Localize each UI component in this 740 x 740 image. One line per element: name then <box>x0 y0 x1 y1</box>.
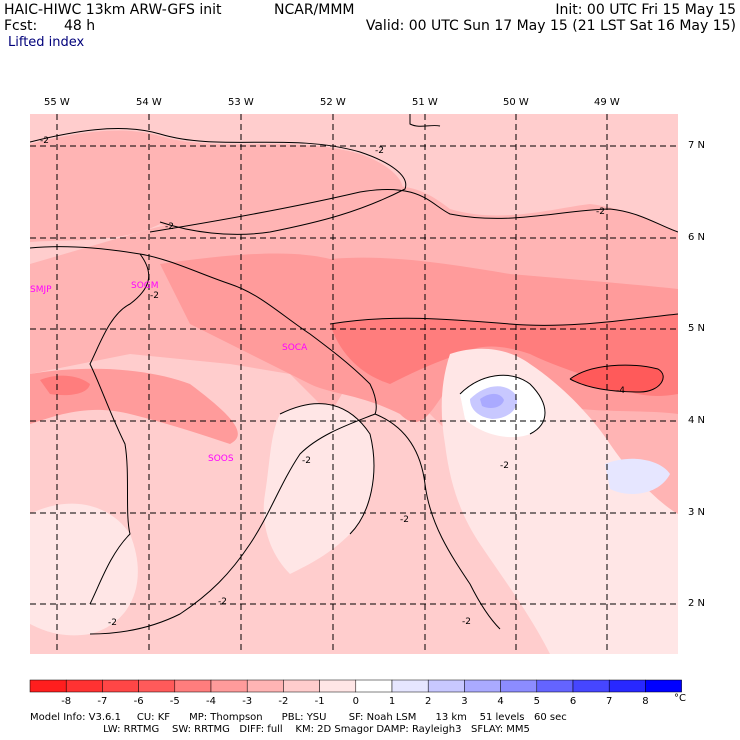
shade-positive-core <box>480 393 504 408</box>
colorbar-box <box>102 679 139 693</box>
lon-label: 52 W <box>320 97 346 108</box>
colorbar-box <box>645 679 682 693</box>
colorbar-box <box>319 679 357 693</box>
colorbar-tick-label: -1 <box>315 696 325 706</box>
colorbar-box <box>427 679 465 693</box>
colorbar-swatches: -8 -7 -6 -5 -4 -3 -2 -1 0 1 2 3 4 5 6 7 8 <box>29 679 682 707</box>
valid-time: Valid: 00 UTC Sun 17 May 15 (21 LST Sat … <box>365 18 736 34</box>
colorbar-tick-label: 8 <box>642 696 648 706</box>
colorbar-box <box>500 679 538 693</box>
colorbar-box <box>174 679 212 693</box>
shade-low <box>263 403 374 574</box>
colorbar-box <box>246 679 284 693</box>
colorbar-tick-label: 6 <box>570 696 576 706</box>
lat-label: 5 N <box>688 323 706 334</box>
colorbar-box <box>138 679 176 693</box>
lat-lon-grid <box>30 114 678 654</box>
colorbar-tick-label: 4 <box>497 696 503 706</box>
center-label: NCAR/MMM <box>274 2 355 18</box>
footer-line-2: LW: RRTMG SW: RRTMG DIFF: full KM: 2D Sm… <box>30 724 530 735</box>
lat-label: 4 N <box>688 415 706 426</box>
lifted-index-map <box>30 114 678 654</box>
lat-label: 6 N <box>688 232 706 243</box>
colorbar-box <box>464 679 501 693</box>
colorbar-box <box>65 679 103 693</box>
colorbar-tick-label: -5 <box>170 696 180 706</box>
colorbar-box <box>29 679 67 693</box>
colorbar-box <box>210 679 248 693</box>
colorbar-box <box>536 679 574 693</box>
model-title: HAIC-HIWC 13km ARW-GFS init <box>4 2 222 18</box>
colorbar-box <box>608 679 646 693</box>
colorbar-box <box>283 679 320 693</box>
colorbar-tick-label: -7 <box>97 696 107 706</box>
colorbar-tick-label: 1 <box>389 696 395 706</box>
colorbar-tick-label: 2 <box>425 696 431 706</box>
colorbar-box <box>572 679 610 693</box>
colorbar-tick-label: -4 <box>206 696 216 706</box>
forecast-hour: 48 h <box>64 18 96 34</box>
colorbar: -8 -7 -6 -5 -4 -3 -2 -1 0 1 2 3 4 5 6 7 8 <box>0 676 740 710</box>
init-time: Init: 00 UTC Fri 15 May 15 <box>555 2 736 18</box>
colorbar-tick-label: 0 <box>353 696 359 706</box>
lon-label: 51 W <box>412 97 438 108</box>
colorbar-tick-label: 5 <box>534 696 540 706</box>
lon-label: 55 W <box>44 97 70 108</box>
shade-max <box>570 365 664 392</box>
lat-label: 7 N <box>688 140 706 151</box>
lon-label: 53 W <box>228 97 254 108</box>
colorbar-labels: -8 -7 -6 -5 -4 -3 -2 -1 0 1 2 3 4 5 6 7 8 <box>61 696 648 707</box>
lat-label: 3 N <box>688 507 706 518</box>
coastline <box>409 114 441 127</box>
colorbar-tick-label: -3 <box>242 696 252 706</box>
lat-label: 2 N <box>688 598 706 609</box>
colorbar-box <box>391 679 429 693</box>
contour-lines <box>30 128 678 535</box>
colorbar-tick-label: -2 <box>278 696 288 706</box>
colorbar-tick-label: -8 <box>61 696 71 706</box>
footer-line-1: Model Info: V3.6.1 CU: KF MP: Thompson P… <box>30 712 567 723</box>
colorbar-unit: °C <box>674 693 686 704</box>
borders <box>30 246 501 635</box>
colorbar-tick-label: -6 <box>134 696 144 706</box>
colorbar-boxes <box>29 679 682 693</box>
shade-west-core <box>40 375 90 396</box>
colorbar-tick-label: 7 <box>606 696 612 706</box>
lon-label: 54 W <box>136 97 162 108</box>
colorbar-tick-label: 3 <box>461 696 467 706</box>
shade-east-positive <box>605 458 670 494</box>
lon-label: 49 W <box>594 97 620 108</box>
forecast-label: Fcst: <box>4 18 38 34</box>
field-name: Lifted index <box>8 35 85 50</box>
lon-label: 50 W <box>503 97 529 108</box>
colorbar-box <box>355 679 393 693</box>
